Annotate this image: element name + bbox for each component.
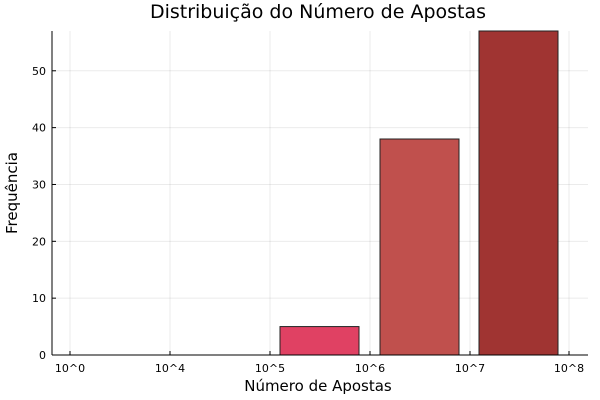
y-tick-labels: 0 10 20 30 40 50: [32, 65, 46, 362]
x-tick-label: 10^7: [455, 362, 485, 375]
y-tick-label: 10: [32, 292, 46, 305]
x-tick-labels: 10^0 10^4 10^5 10^6 10^7 10^8: [55, 362, 584, 375]
x-tick-label: 10^6: [355, 362, 385, 375]
bar: [279, 326, 360, 356]
y-tick-label: 0: [39, 349, 46, 362]
y-tick-label: 30: [32, 178, 46, 191]
bar: [478, 30, 559, 356]
chart-title: Distribuição do Número de Apostas: [150, 1, 486, 23]
x-tick-label: 10^8: [554, 362, 584, 375]
x-axis-label: Número de Apostas: [244, 377, 392, 395]
x-tick-label: 10^5: [255, 362, 285, 375]
axes: [51, 31, 588, 356]
x-tick-label: 10^4: [155, 362, 185, 375]
bars: [279, 30, 559, 356]
x-tick-label: 10^0: [55, 362, 85, 375]
y-tick-label: 50: [32, 65, 46, 78]
y-tick-label: 20: [32, 235, 46, 248]
bar: [379, 138, 460, 356]
y-axis-label: Frequência: [3, 152, 21, 234]
y-tick-label: 40: [32, 122, 46, 135]
